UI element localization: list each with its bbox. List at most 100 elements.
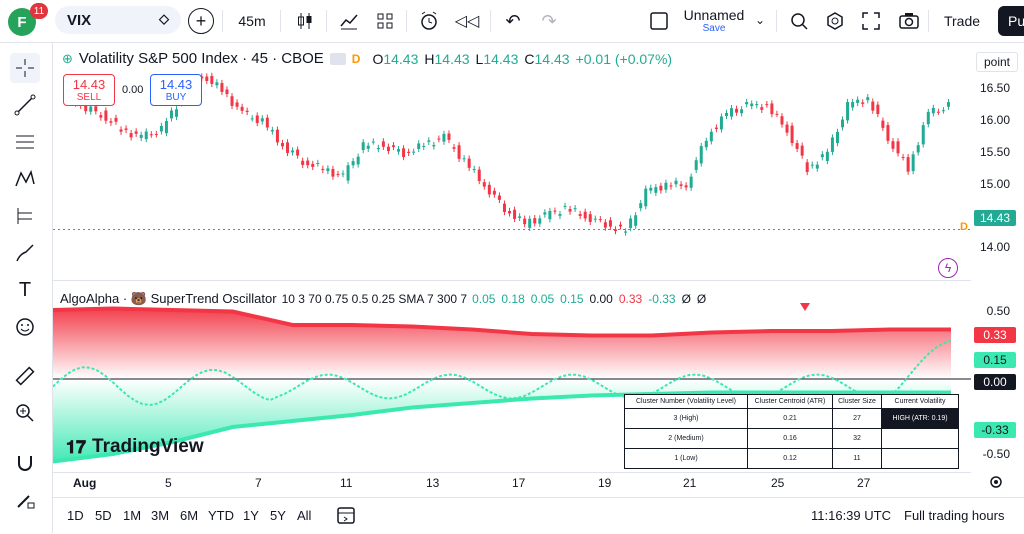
- add-symbol-button[interactable]: +: [188, 8, 214, 34]
- indicators-icon[interactable]: [336, 8, 362, 34]
- candle-body: [724, 112, 728, 116]
- candle-body: [134, 131, 138, 134]
- emoji-icon[interactable]: [10, 312, 40, 342]
- indicator-name[interactable]: AlgoAlpha · 🐻 SuperTrend Oscillator: [60, 291, 277, 306]
- chevron-icon[interactable]: ⊕: [62, 50, 73, 66]
- replay-icon[interactable]: ◁◁: [454, 13, 480, 30]
- range-5d[interactable]: 5D: [95, 508, 112, 523]
- low-value: L14.43: [475, 50, 519, 67]
- range-1m[interactable]: 1M: [123, 508, 142, 523]
- lightning-icon[interactable]: ϟ: [938, 258, 958, 278]
- table-cell-highlight: HIGH (ATR: 0.19): [881, 408, 959, 429]
- symbol-search-input[interactable]: VIX ◇: [55, 6, 181, 34]
- candle-body: [709, 131, 713, 142]
- time-tick: Aug: [73, 476, 97, 490]
- go-to-date-icon[interactable]: [335, 504, 357, 526]
- trend-line-icon[interactable]: [10, 90, 40, 120]
- alert-icon[interactable]: [416, 8, 442, 34]
- pattern-icon[interactable]: [10, 164, 40, 194]
- zoom-in-icon[interactable]: [10, 398, 40, 428]
- pane-divider[interactable]: [53, 280, 971, 281]
- candle-body: [780, 116, 784, 125]
- layouts-icon[interactable]: [372, 8, 398, 34]
- candle-body: [603, 222, 607, 228]
- candle-body: [492, 190, 496, 195]
- candle-body: [916, 145, 920, 153]
- camera-icon[interactable]: [896, 8, 922, 34]
- crosshair-icon[interactable]: [10, 53, 40, 83]
- toolbar-separator: [280, 10, 281, 32]
- candle-body: [876, 104, 880, 115]
- layout-checkbox-icon[interactable]: [648, 10, 670, 32]
- lock-pencil-icon[interactable]: [10, 485, 40, 515]
- lower-band-area: [53, 379, 951, 462]
- candle-body: [472, 168, 476, 170]
- chart-canvas[interactable]: [53, 43, 971, 472]
- indicator-value: 0.05: [530, 292, 555, 306]
- price-tick: 15.50: [979, 145, 1010, 159]
- candle-body: [563, 205, 567, 207]
- candle-body: [311, 163, 315, 167]
- range-5y[interactable]: 5Y: [270, 508, 286, 523]
- publish-button[interactable]: Pu: [998, 6, 1024, 36]
- settings-hexagon-icon[interactable]: [822, 8, 848, 34]
- candle-body: [805, 162, 809, 173]
- sell-button[interactable]: 14.43 SELL: [63, 74, 115, 106]
- axis-unit-label[interactable]: point: [976, 52, 1018, 72]
- symbol-title[interactable]: Volatility S&P 500 Index · 45 · CBOE: [78, 50, 324, 67]
- candle-body: [452, 147, 456, 149]
- delay-badge: D: [351, 51, 361, 66]
- price-axis[interactable]: point 16.50 16.00 15.50 15.00 14.00 0.50…: [972, 43, 1024, 493]
- range-1y[interactable]: 1Y: [243, 508, 259, 523]
- fib-retracement-icon[interactable]: [10, 127, 40, 157]
- indicator-value: Ø: [696, 292, 707, 306]
- range-all[interactable]: All: [297, 508, 312, 523]
- candle-body: [467, 158, 471, 168]
- visibility-toggle-icon[interactable]: [329, 52, 346, 65]
- range-3m[interactable]: 3M: [151, 508, 170, 523]
- chevron-down-icon[interactable]: ⌄: [754, 13, 766, 27]
- trade-button[interactable]: Trade: [943, 13, 981, 29]
- candle-body: [856, 99, 860, 103]
- toolbar-separator: [776, 10, 777, 32]
- brush-icon[interactable]: [10, 238, 40, 268]
- clock[interactable]: 11:16:39 UTC: [811, 508, 891, 523]
- candle-body: [104, 110, 108, 121]
- quick-search-icon[interactable]: [786, 8, 812, 34]
- table-header: Cluster Number (Volatility Level): [624, 394, 748, 409]
- candle-body: [735, 108, 739, 113]
- buy-price: 14.43: [159, 77, 193, 92]
- layout-name[interactable]: Unnamed: [683, 7, 745, 23]
- candle-body: [230, 96, 234, 106]
- fullscreen-icon[interactable]: [858, 8, 884, 34]
- magnet-icon[interactable]: [10, 448, 40, 478]
- save-label[interactable]: Save: [702, 22, 726, 34]
- candle-body: [296, 149, 300, 156]
- axis-settings-icon[interactable]: [988, 474, 1004, 490]
- candle-body: [447, 133, 451, 140]
- range-6m[interactable]: 6M: [180, 508, 199, 523]
- ruler-icon[interactable]: [10, 361, 40, 391]
- gem-icon[interactable]: ◇: [159, 11, 169, 26]
- undo-icon[interactable]: ↶: [505, 10, 521, 31]
- candle-body: [578, 214, 582, 216]
- candle-body: [760, 107, 764, 110]
- session-label[interactable]: Full trading hours: [904, 508, 1005, 523]
- candle-body: [326, 168, 330, 172]
- candles-icon[interactable]: [292, 8, 318, 34]
- candle-body: [487, 184, 491, 195]
- candle-body: [583, 211, 587, 219]
- forecast-icon[interactable]: [10, 201, 40, 231]
- range-ytd[interactable]: YTD: [208, 508, 234, 523]
- candle-body: [159, 125, 163, 132]
- interval-button[interactable]: 45m: [238, 13, 266, 29]
- buy-button[interactable]: 14.43 BUY: [150, 74, 202, 106]
- candle-body: [629, 218, 633, 229]
- redo-icon[interactable]: ↷: [541, 10, 557, 31]
- candle-body: [321, 168, 325, 171]
- range-1d[interactable]: 1D: [67, 508, 84, 523]
- candle-body: [407, 151, 411, 153]
- time-axis[interactable]: Aug 5 7 11 13 17 19 21 25 27: [53, 472, 971, 493]
- table-cell: 27: [832, 408, 882, 429]
- text-icon[interactable]: T: [18, 278, 32, 301]
